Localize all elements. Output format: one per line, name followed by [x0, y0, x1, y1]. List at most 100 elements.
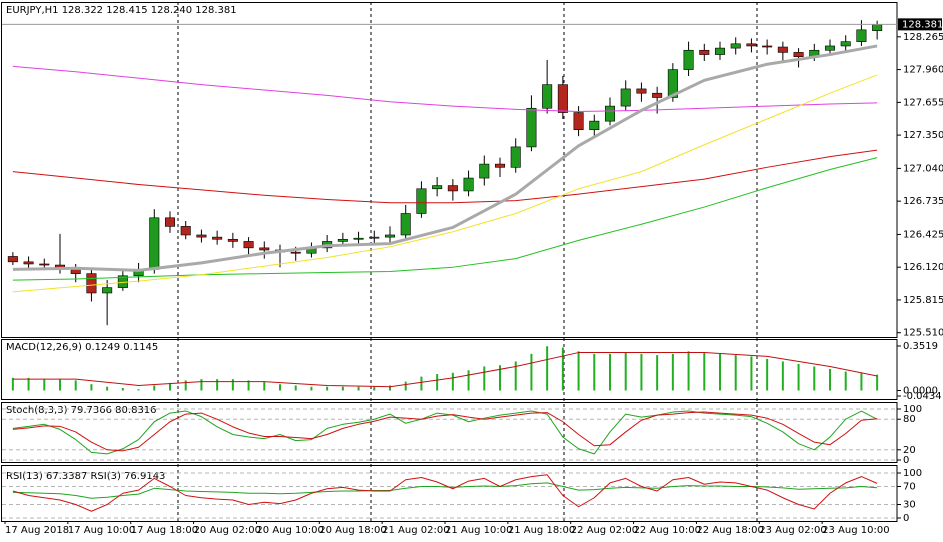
candle-body [542, 84, 553, 109]
histogram-bar [750, 356, 753, 391]
candle-body [824, 45, 836, 51]
series-line [12, 157, 878, 281]
histogram-bar [499, 365, 501, 391]
histogram-bar [781, 361, 784, 391]
y-tick-label: -0.0434 [903, 391, 942, 402]
histogram-bar [671, 353, 674, 391]
candle-body [432, 185, 443, 190]
candle-body [7, 256, 18, 263]
candle-body [149, 217, 160, 270]
panel-frame [1, 402, 898, 463]
histogram-bar [184, 380, 187, 391]
candle-body [746, 43, 757, 47]
x-tick-label: 20 Aug 18:00 [319, 525, 386, 536]
series-line [12, 149, 878, 204]
histogram-bar [656, 355, 659, 391]
candle-body [777, 46, 788, 53]
candle-body [243, 241, 254, 249]
last-price-box [898, 18, 942, 31]
histogram-bar [530, 353, 533, 391]
candle-body [730, 43, 741, 49]
histogram-bar [703, 352, 706, 391]
panel-title: Stoch(8,3,3) 79.7366 80.8316 [6, 405, 157, 416]
candle-body [840, 41, 851, 47]
x-tick-label: 21 Aug 02:00 [382, 525, 449, 536]
histogram-bar [514, 361, 517, 391]
candle-body [604, 105, 616, 122]
candle-body [620, 88, 631, 107]
y-tick-label: 0.3519 [903, 341, 938, 352]
candle-body [164, 217, 176, 227]
candle-body [762, 45, 773, 48]
histogram-bar [577, 351, 580, 391]
histogram-bar [106, 386, 109, 391]
candle-body [526, 107, 537, 148]
x-tick-label: 17 Aug 10:00 [68, 525, 135, 536]
histogram-bar [231, 379, 234, 391]
y-tick-label: 127.350 [903, 130, 943, 141]
candle-body [400, 213, 411, 236]
histogram-bar [829, 369, 831, 391]
histogram-bar [216, 379, 219, 391]
histogram-bar [341, 386, 344, 391]
histogram-bar [279, 384, 281, 391]
histogram-bar [451, 372, 454, 391]
histogram-bar [11, 377, 14, 391]
candle-body [384, 234, 396, 238]
candle-body [683, 49, 694, 70]
histogram-bar [467, 370, 470, 391]
series-line [12, 74, 878, 293]
histogram-bar [546, 346, 549, 391]
x-tick-label: 22 Aug 10:00 [634, 525, 701, 536]
series-line [12, 65, 878, 112]
histogram-bar [860, 372, 863, 391]
x-tick-label: 23 Aug 02:00 [759, 525, 826, 536]
candle-body [102, 287, 113, 294]
x-tick-label: 22 Aug 02:00 [571, 525, 638, 536]
y-tick-label: 126.120 [903, 262, 943, 273]
histogram-bar [294, 385, 297, 391]
histogram-bar [373, 386, 376, 391]
histogram-bar [59, 379, 61, 391]
histogram-bar [137, 389, 140, 391]
last-price-label: 128.381 [902, 19, 943, 30]
y-tick-label: 0 [903, 513, 909, 524]
x-tick-label: 17 Aug 2018 [5, 525, 69, 536]
histogram-bar [121, 387, 124, 391]
x-tick-label: 21 Aug 10:00 [445, 525, 512, 536]
histogram-bar [687, 351, 690, 391]
panel-title: RSI(13) 67.3387 RSI(3) 76.9143 [6, 471, 165, 482]
histogram-bar [797, 363, 800, 391]
histogram-bar [844, 371, 847, 391]
y-tick-label: 127.040 [903, 163, 943, 174]
histogram-bar [766, 358, 769, 391]
candle-body [227, 238, 238, 242]
candle-body [793, 52, 804, 57]
candle-body [369, 236, 380, 239]
y-tick-label: 127.960 [903, 65, 943, 76]
series-line [12, 482, 878, 499]
y-tick-label: 80 [903, 414, 916, 425]
y-tick-label: 0.0000 [903, 386, 938, 397]
histogram-bar [640, 353, 643, 391]
histogram-bar [27, 377, 30, 391]
candle-body [557, 84, 568, 113]
y-tick-label: 20 [903, 445, 916, 456]
histogram-bar [74, 380, 77, 391]
x-tick-label: 20 Aug 02:00 [194, 525, 261, 536]
histogram-bar [436, 374, 439, 391]
candle-body [337, 238, 348, 242]
candle-body [667, 69, 678, 98]
candle-body [872, 24, 883, 32]
histogram-bar [200, 379, 203, 391]
candle-body [86, 273, 97, 294]
histogram-bar [813, 366, 816, 391]
histogram-bar [153, 385, 156, 391]
histogram-bar [357, 386, 360, 391]
y-tick-label: 70 [903, 482, 916, 493]
candle-body [636, 88, 647, 94]
series-line [12, 411, 878, 452]
